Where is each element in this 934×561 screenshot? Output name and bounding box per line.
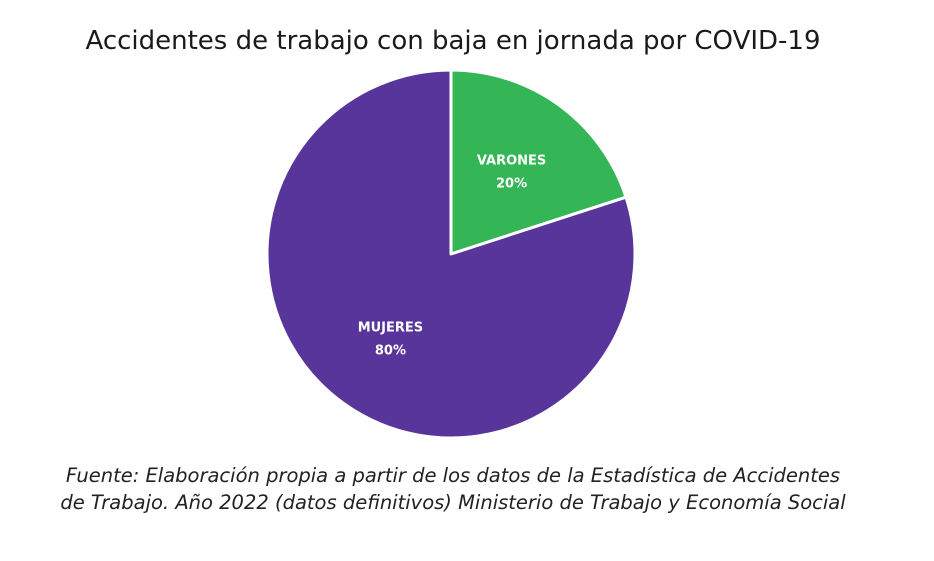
slice-value-varones: 20% <box>496 177 527 192</box>
source-line-2: de Trabajo. Año 2022 (datos definitivos)… <box>60 491 846 514</box>
slice-label-varones: VARONES <box>477 154 546 169</box>
chart-title: Accidentes de trabajo con baja en jornad… <box>85 26 821 56</box>
source-note: Fuente: Elaboración propia a partir de l… <box>0 462 906 516</box>
slice-value-mujeres: 80% <box>375 343 406 358</box>
pie-slice-mujeres <box>265 68 637 440</box>
pie-slice-varones <box>449 68 628 256</box>
slice-label-mujeres: MUJERES <box>358 320 423 335</box>
source-line-1: Fuente: Elaboración propia a partir de l… <box>65 464 841 487</box>
